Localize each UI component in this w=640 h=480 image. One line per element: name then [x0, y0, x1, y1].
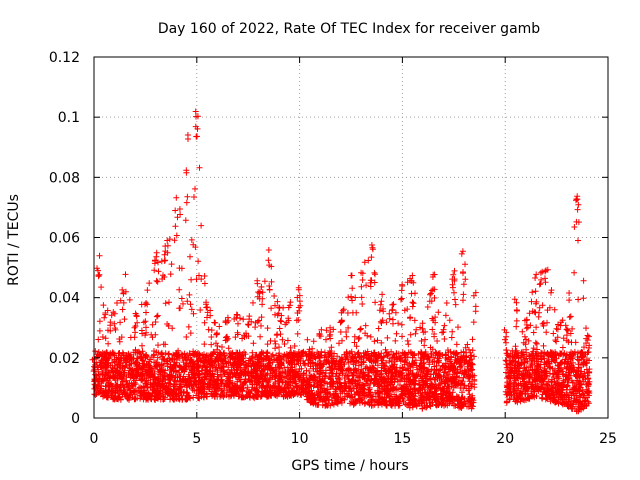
y-tick-label: 0.12 [49, 50, 80, 66]
roti-points [89, 108, 593, 415]
x-tick-label: 5 [192, 431, 201, 447]
y-axis-title: ROTI / TECUs [6, 194, 22, 286]
x-tick-label: 25 [599, 431, 617, 447]
y-tick-label: 0.08 [49, 170, 80, 186]
y-tick-label: 0.02 [49, 351, 80, 367]
x-tick-label: 10 [291, 431, 309, 447]
y-tick-label: 0.04 [49, 291, 80, 307]
x-tick-label: 15 [393, 431, 411, 447]
x-axis: 0 5 10 15 20 25 [90, 57, 617, 447]
y-axis: 0 0.02 0.04 0.06 0.08 0.1 0.12 [49, 50, 608, 427]
data-points [89, 108, 593, 415]
y-tick-label: 0 [71, 411, 80, 427]
x-tick-label: 20 [496, 431, 514, 447]
y-tick-label: 0.06 [49, 231, 80, 247]
chart-title: Day 160 of 2022, Rate Of TEC Index for r… [158, 21, 540, 37]
y-tick-label: 0.1 [58, 110, 80, 126]
x-tick-label: 0 [90, 431, 99, 447]
x-axis-title: GPS time / hours [291, 458, 408, 474]
